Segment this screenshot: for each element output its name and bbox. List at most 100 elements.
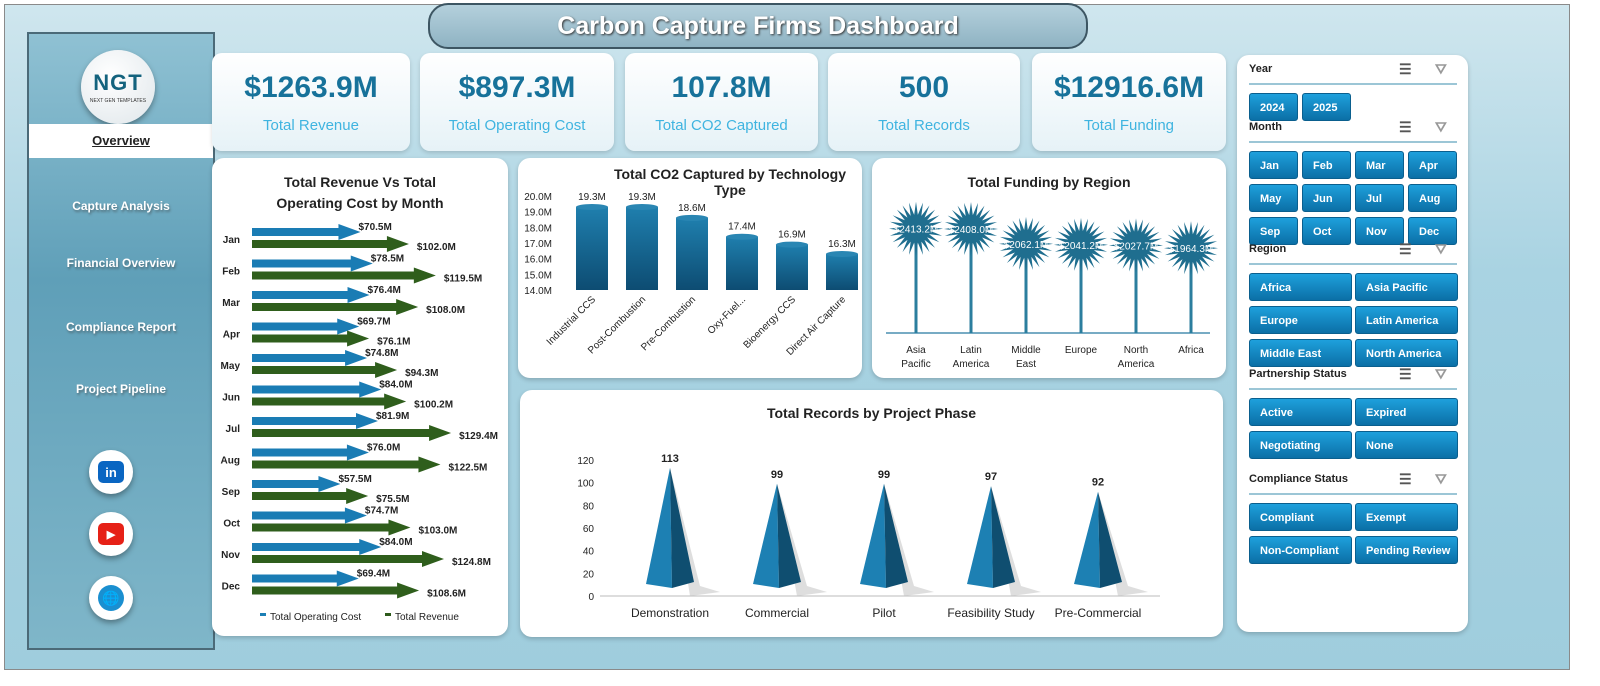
kpi-value: $12916.6M <box>1053 71 1205 104</box>
legend-label: Total Operating Cost <box>270 612 361 623</box>
clear-filter-icon[interactable]: ⛛ <box>1435 241 1447 257</box>
filter-option-pending-review[interactable]: Pending Review <box>1355 536 1458 564</box>
sidebar-item-compliance-report[interactable]: Compliance Report <box>65 320 176 334</box>
arrow-bar-revenue <box>252 425 452 441</box>
filter-option-middle-east[interactable]: Middle East <box>1249 339 1352 367</box>
multi-select-icon[interactable]: ☰ <box>1399 471 1412 487</box>
data-label: $81.9M <box>376 411 409 422</box>
website-button[interactable]: 🌐 <box>89 576 133 620</box>
filter-option-apr[interactable]: Apr <box>1408 151 1457 179</box>
pyramid-face <box>860 483 886 588</box>
pyramid-side <box>884 483 908 588</box>
y-tick-label: 17.0M <box>524 239 552 250</box>
pyramid-side <box>991 486 1015 588</box>
filter-label: Compliance Status <box>1249 473 1349 485</box>
filter-option-jul[interactable]: Jul <box>1355 184 1404 212</box>
multi-select-icon[interactable]: ☰ <box>1399 241 1412 257</box>
filter-option-oct[interactable]: Oct <box>1302 217 1351 245</box>
category-label: Europe <box>1065 345 1098 356</box>
data-label: $76.0M <box>367 443 400 454</box>
category-label: Pacific <box>901 359 930 370</box>
arrow-bar-operating-cost <box>252 570 359 587</box>
filter-option-africa[interactable]: Africa <box>1249 273 1352 301</box>
starburst-marker <box>1054 217 1108 272</box>
data-label: $2408.0M <box>949 225 993 236</box>
sidebar-item-financial-overview[interactable]: Financial Overview <box>66 256 176 270</box>
multi-select-icon[interactable]: ☰ <box>1399 61 1412 77</box>
category-label: Oxy-Fuel... <box>706 294 748 336</box>
arrow-bar-operating-cost <box>252 224 361 240</box>
filter-option-expired[interactable]: Expired <box>1355 398 1458 426</box>
sidebar-item-capture-analysis[interactable]: Capture Analysis <box>72 199 170 213</box>
category-label: East <box>1016 359 1036 370</box>
bar-top <box>826 250 858 257</box>
starburst-marker <box>1164 221 1218 276</box>
filter-option-latin-america[interactable]: Latin America <box>1355 306 1458 334</box>
page-title: Carbon Capture Firms Dashboard <box>428 3 1088 49</box>
category-label: Feasibility Study <box>947 606 1034 620</box>
filter-option-2024[interactable]: 2024 <box>1249 93 1298 121</box>
filter-option-may[interactable]: May <box>1249 184 1298 212</box>
category-label: Mar <box>222 298 240 309</box>
youtube-button[interactable]: ▶ <box>89 512 133 556</box>
sidebar-item-project-pipeline[interactable]: Project Pipeline <box>75 382 167 396</box>
y-tick-label: 100 <box>577 479 594 490</box>
filter-option-feb[interactable]: Feb <box>1302 151 1351 179</box>
filter-option-mar[interactable]: Mar <box>1355 151 1404 179</box>
clear-filter-icon[interactable]: ⛛ <box>1435 471 1447 487</box>
y-tick-label: 0 <box>588 592 594 603</box>
filter-option-europe[interactable]: Europe <box>1249 306 1352 334</box>
pyramid-face <box>753 483 779 588</box>
filter-option-exempt[interactable]: Exempt <box>1355 503 1458 531</box>
filter-option-nov[interactable]: Nov <box>1355 217 1404 245</box>
category-label: Aug <box>221 456 240 467</box>
data-label: $122.5M <box>448 463 487 474</box>
filter-option-jan[interactable]: Jan <box>1249 151 1298 179</box>
multi-select-icon[interactable]: ☰ <box>1399 366 1412 382</box>
filter-option-jun[interactable]: Jun <box>1302 184 1351 212</box>
data-label: $70.5M <box>358 222 391 233</box>
filter-option-active[interactable]: Active <box>1249 398 1352 426</box>
youtube-icon: ▶ <box>98 523 124 545</box>
data-label: $69.7M <box>357 317 390 328</box>
category-label: Dec <box>222 582 241 593</box>
sidebar-item-overview[interactable]: Overview <box>29 124 213 158</box>
funding-by-region-chart: Total Funding by Region $2413.2M Asia Paci… <box>872 158 1226 378</box>
arrow-bar-revenue <box>252 519 411 536</box>
data-label: 16.3M <box>828 239 856 250</box>
clear-filter-icon[interactable]: ⛛ <box>1435 366 1447 382</box>
category-label: Jun <box>222 393 240 404</box>
arrow-bar-operating-cost <box>252 507 367 524</box>
arrow-bar-revenue <box>252 488 369 504</box>
category-label: Bioenergy CCS <box>742 294 799 351</box>
multi-select-icon[interactable]: ☰ <box>1399 119 1412 135</box>
pyramid-shadow <box>670 467 720 596</box>
filter-option-none[interactable]: None <box>1355 431 1458 459</box>
y-tick-label: 18.0M <box>524 223 552 234</box>
bar-top <box>726 233 758 240</box>
y-tick-label: 80 <box>583 501 595 512</box>
linkedin-button[interactable]: in <box>89 450 133 494</box>
pyramid-face <box>967 486 993 588</box>
filter-option-aug[interactable]: Aug <box>1408 184 1457 212</box>
filter-option-sep[interactable]: Sep <box>1249 217 1298 245</box>
arrow-bar-operating-cost <box>252 255 373 272</box>
y-tick-label: 40 <box>583 547 595 558</box>
filter-option-compliant[interactable]: Compliant <box>1249 503 1352 531</box>
clear-filter-icon[interactable]: ⛛ <box>1435 61 1447 77</box>
arrow-bar-revenue <box>252 362 398 378</box>
filter-option-non-compliant[interactable]: Non-Compliant <box>1249 536 1352 564</box>
filter-option-dec[interactable]: Dec <box>1408 217 1457 245</box>
revenue-vs-cost-svg: Jan $70.5M $102.0M Feb $78.5M $119.5M Mar $76.4… <box>221 222 498 623</box>
filter-option-asia-pacific[interactable]: Asia Pacific <box>1355 273 1458 301</box>
category-label: Nov <box>221 550 240 561</box>
data-label: $124.8M <box>452 557 491 568</box>
clear-filter-icon[interactable]: ⛛ <box>1435 119 1447 135</box>
data-label: $2041.2M <box>1059 241 1103 252</box>
arrow-bar-revenue <box>252 299 419 315</box>
filter-option-2025[interactable]: 2025 <box>1302 93 1351 121</box>
filter-option-north-america[interactable]: North America <box>1355 339 1458 367</box>
filter-option-negotiating[interactable]: Negotiating <box>1249 431 1352 459</box>
arrow-bar-revenue <box>252 267 436 284</box>
category-label: Africa <box>1178 345 1204 356</box>
